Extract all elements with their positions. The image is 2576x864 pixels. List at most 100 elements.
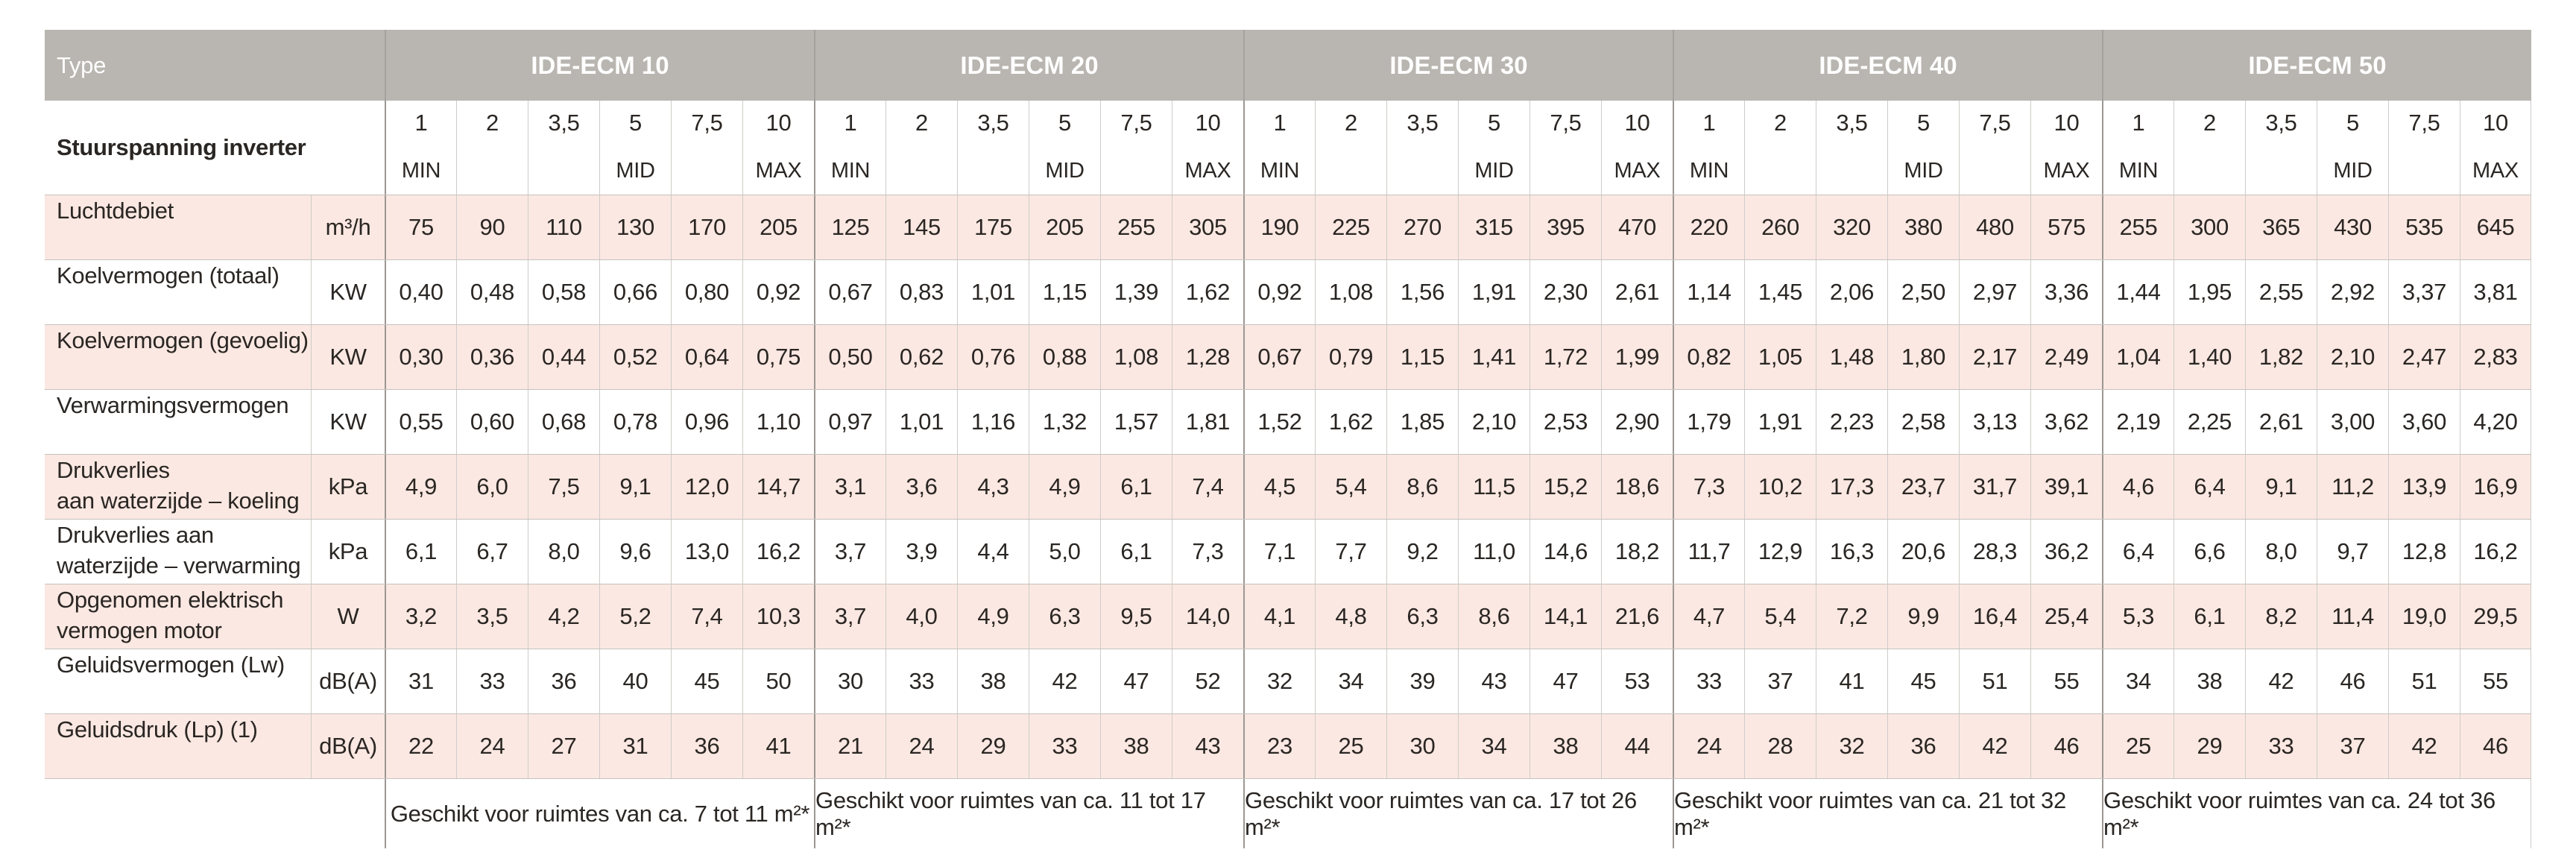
value-cell: 1,52: [1243, 390, 1315, 454]
footer-spacer-cell: [45, 779, 385, 848]
value-cell: 39,1: [2030, 455, 2102, 519]
value-cell: 7,3: [1172, 520, 1243, 584]
value-cell: 1,57: [1100, 390, 1172, 454]
value-cell: 0,92: [1243, 260, 1315, 324]
value-cell: 2,10: [1458, 390, 1530, 454]
speed-value: 7,5: [1550, 110, 1582, 136]
row-label-cell: Verwarmingsvermogen: [45, 390, 311, 454]
row-label-line: Opgenomen elektrisch: [57, 587, 284, 613]
value-cell: 40: [599, 649, 671, 713]
value-cell: 2,47: [2388, 325, 2460, 389]
value-cell: 38: [1100, 714, 1172, 778]
value-cell: 1,45: [1744, 260, 1816, 324]
row-label-cell: Opgenomen elektrisch vermogen motor: [45, 584, 311, 649]
speed-mark: MAX: [2472, 159, 2519, 183]
value-cell: 46: [2317, 649, 2388, 713]
value-cell: 11,2: [2317, 455, 2388, 519]
value-cell: 5,0: [1029, 520, 1100, 584]
table-header-row: Type IDE-ECM 10 IDE-ECM 20 IDE-ECM 30 IDE-E…: [45, 30, 2531, 101]
value-cell: 3,9: [886, 520, 957, 584]
speed-mark: MID: [1904, 159, 1943, 183]
value-cell: 46: [2030, 714, 2102, 778]
value-cell: 10,3: [742, 584, 814, 649]
value-cell: 3,36: [2030, 260, 2102, 324]
value-cell: 10,2: [1744, 455, 1816, 519]
value-cell: 4,9: [1029, 455, 1100, 519]
value-cell: 2,61: [1601, 260, 1673, 324]
table-row: Geluidsvermogen (Lw) dB(A) 31 33 36 40 45 50 30 3…: [45, 649, 2531, 713]
row-label-cell: Geluidsdruk (Lp) (1): [45, 714, 311, 778]
speed-value: 1: [1702, 110, 1716, 136]
inverter-label: Stuurspanning inverter: [57, 134, 306, 160]
value-cell: 8,6: [1458, 584, 1530, 649]
speed-mark: MID: [2333, 159, 2373, 183]
value-cell: 55: [2460, 649, 2531, 713]
value-cell: 47: [1530, 649, 1601, 713]
value-cell: 0,96: [671, 390, 742, 454]
value-cell: 4,1: [1243, 584, 1315, 649]
value-cell: 1,05: [1744, 325, 1816, 389]
value-cell: 1,72: [1530, 325, 1601, 389]
row-label-line: Luchtdebiet: [57, 198, 174, 224]
group-header: IDE-ECM 30: [1243, 30, 1673, 101]
table-row: Koelvermogen (totaal) KW 0,40 0,48 0,58 0,66 0…: [45, 259, 2531, 324]
value-cell: 12,0: [671, 455, 742, 519]
value-cell: 6,7: [456, 520, 528, 584]
value-cell: 2,90: [1601, 390, 1673, 454]
value-cell: 315: [1458, 195, 1530, 259]
speed-mark: MAX: [1184, 159, 1231, 183]
group-header: IDE-ECM 20: [814, 30, 1243, 101]
value-cell: 395: [1530, 195, 1601, 259]
value-cell: 21,6: [1601, 584, 1673, 649]
value-cell: 6,3: [1029, 584, 1100, 649]
value-cell: 1,82: [2245, 325, 2317, 389]
value-cell: 25: [2102, 714, 2174, 778]
speed-value: 1: [1273, 110, 1287, 136]
value-cell: 1,48: [1816, 325, 1887, 389]
speed-value: 3,5: [977, 110, 1009, 136]
value-cell: 0,58: [528, 260, 599, 324]
value-cell: 5,2: [599, 584, 671, 649]
value-cell: 3,7: [814, 584, 886, 649]
row-label-cell: Drukverlies aan waterzijde – koeling: [45, 455, 311, 519]
value-cell: 3,5: [456, 584, 528, 649]
value-cell: 5,4: [1315, 455, 1386, 519]
value-cell: 0,60: [456, 390, 528, 454]
value-cell: 42: [1029, 649, 1100, 713]
value-cell: 4,20: [2460, 390, 2531, 454]
speed-mark: MAX: [755, 159, 802, 183]
speed-header-cell: 1 MIN: [385, 101, 456, 195]
value-cell: 6,4: [2174, 455, 2245, 519]
value-cell: 14,1: [1530, 584, 1601, 649]
value-cell: 0,40: [385, 260, 456, 324]
row-unit-cell: KW: [311, 260, 385, 324]
value-cell: 7,4: [1172, 455, 1243, 519]
value-cell: 6,1: [1100, 520, 1172, 584]
value-cell: 0,62: [886, 325, 957, 389]
value-cell: 2,06: [1816, 260, 1887, 324]
value-cell: 31: [385, 649, 456, 713]
speed-mark: MIN: [830, 159, 871, 183]
group-header: IDE-ECM 40: [1673, 30, 2102, 101]
value-cell: 4,5: [1243, 455, 1315, 519]
speed-value: 3,5: [1836, 110, 1868, 136]
value-cell: 170: [671, 195, 742, 259]
value-cell: 535: [2388, 195, 2460, 259]
speed-value: 10: [2053, 110, 2080, 136]
value-cell: 0,92: [742, 260, 814, 324]
speed-header-cell: 5 MID: [2317, 101, 2388, 195]
speed-mark: MID: [1474, 159, 1514, 183]
value-cell: 0,36: [456, 325, 528, 389]
value-cell: 34: [2102, 649, 2174, 713]
value-cell: 1,40: [2174, 325, 2245, 389]
speed-header-cell: 10 MAX: [2030, 101, 2102, 195]
value-cell: 145: [886, 195, 957, 259]
value-cell: 52: [1172, 649, 1243, 713]
row-label-line: vermogen motor: [57, 617, 222, 643]
value-cell: 0,80: [671, 260, 742, 324]
suitable-rooms-cell: Geschikt voor ruimtes van ca. 17 tot 26 …: [1243, 779, 1673, 848]
value-cell: 305: [1172, 195, 1243, 259]
value-cell: 4,2: [528, 584, 599, 649]
value-cell: 16,3: [1816, 520, 1887, 584]
speed-value: 7,5: [1979, 110, 2011, 136]
